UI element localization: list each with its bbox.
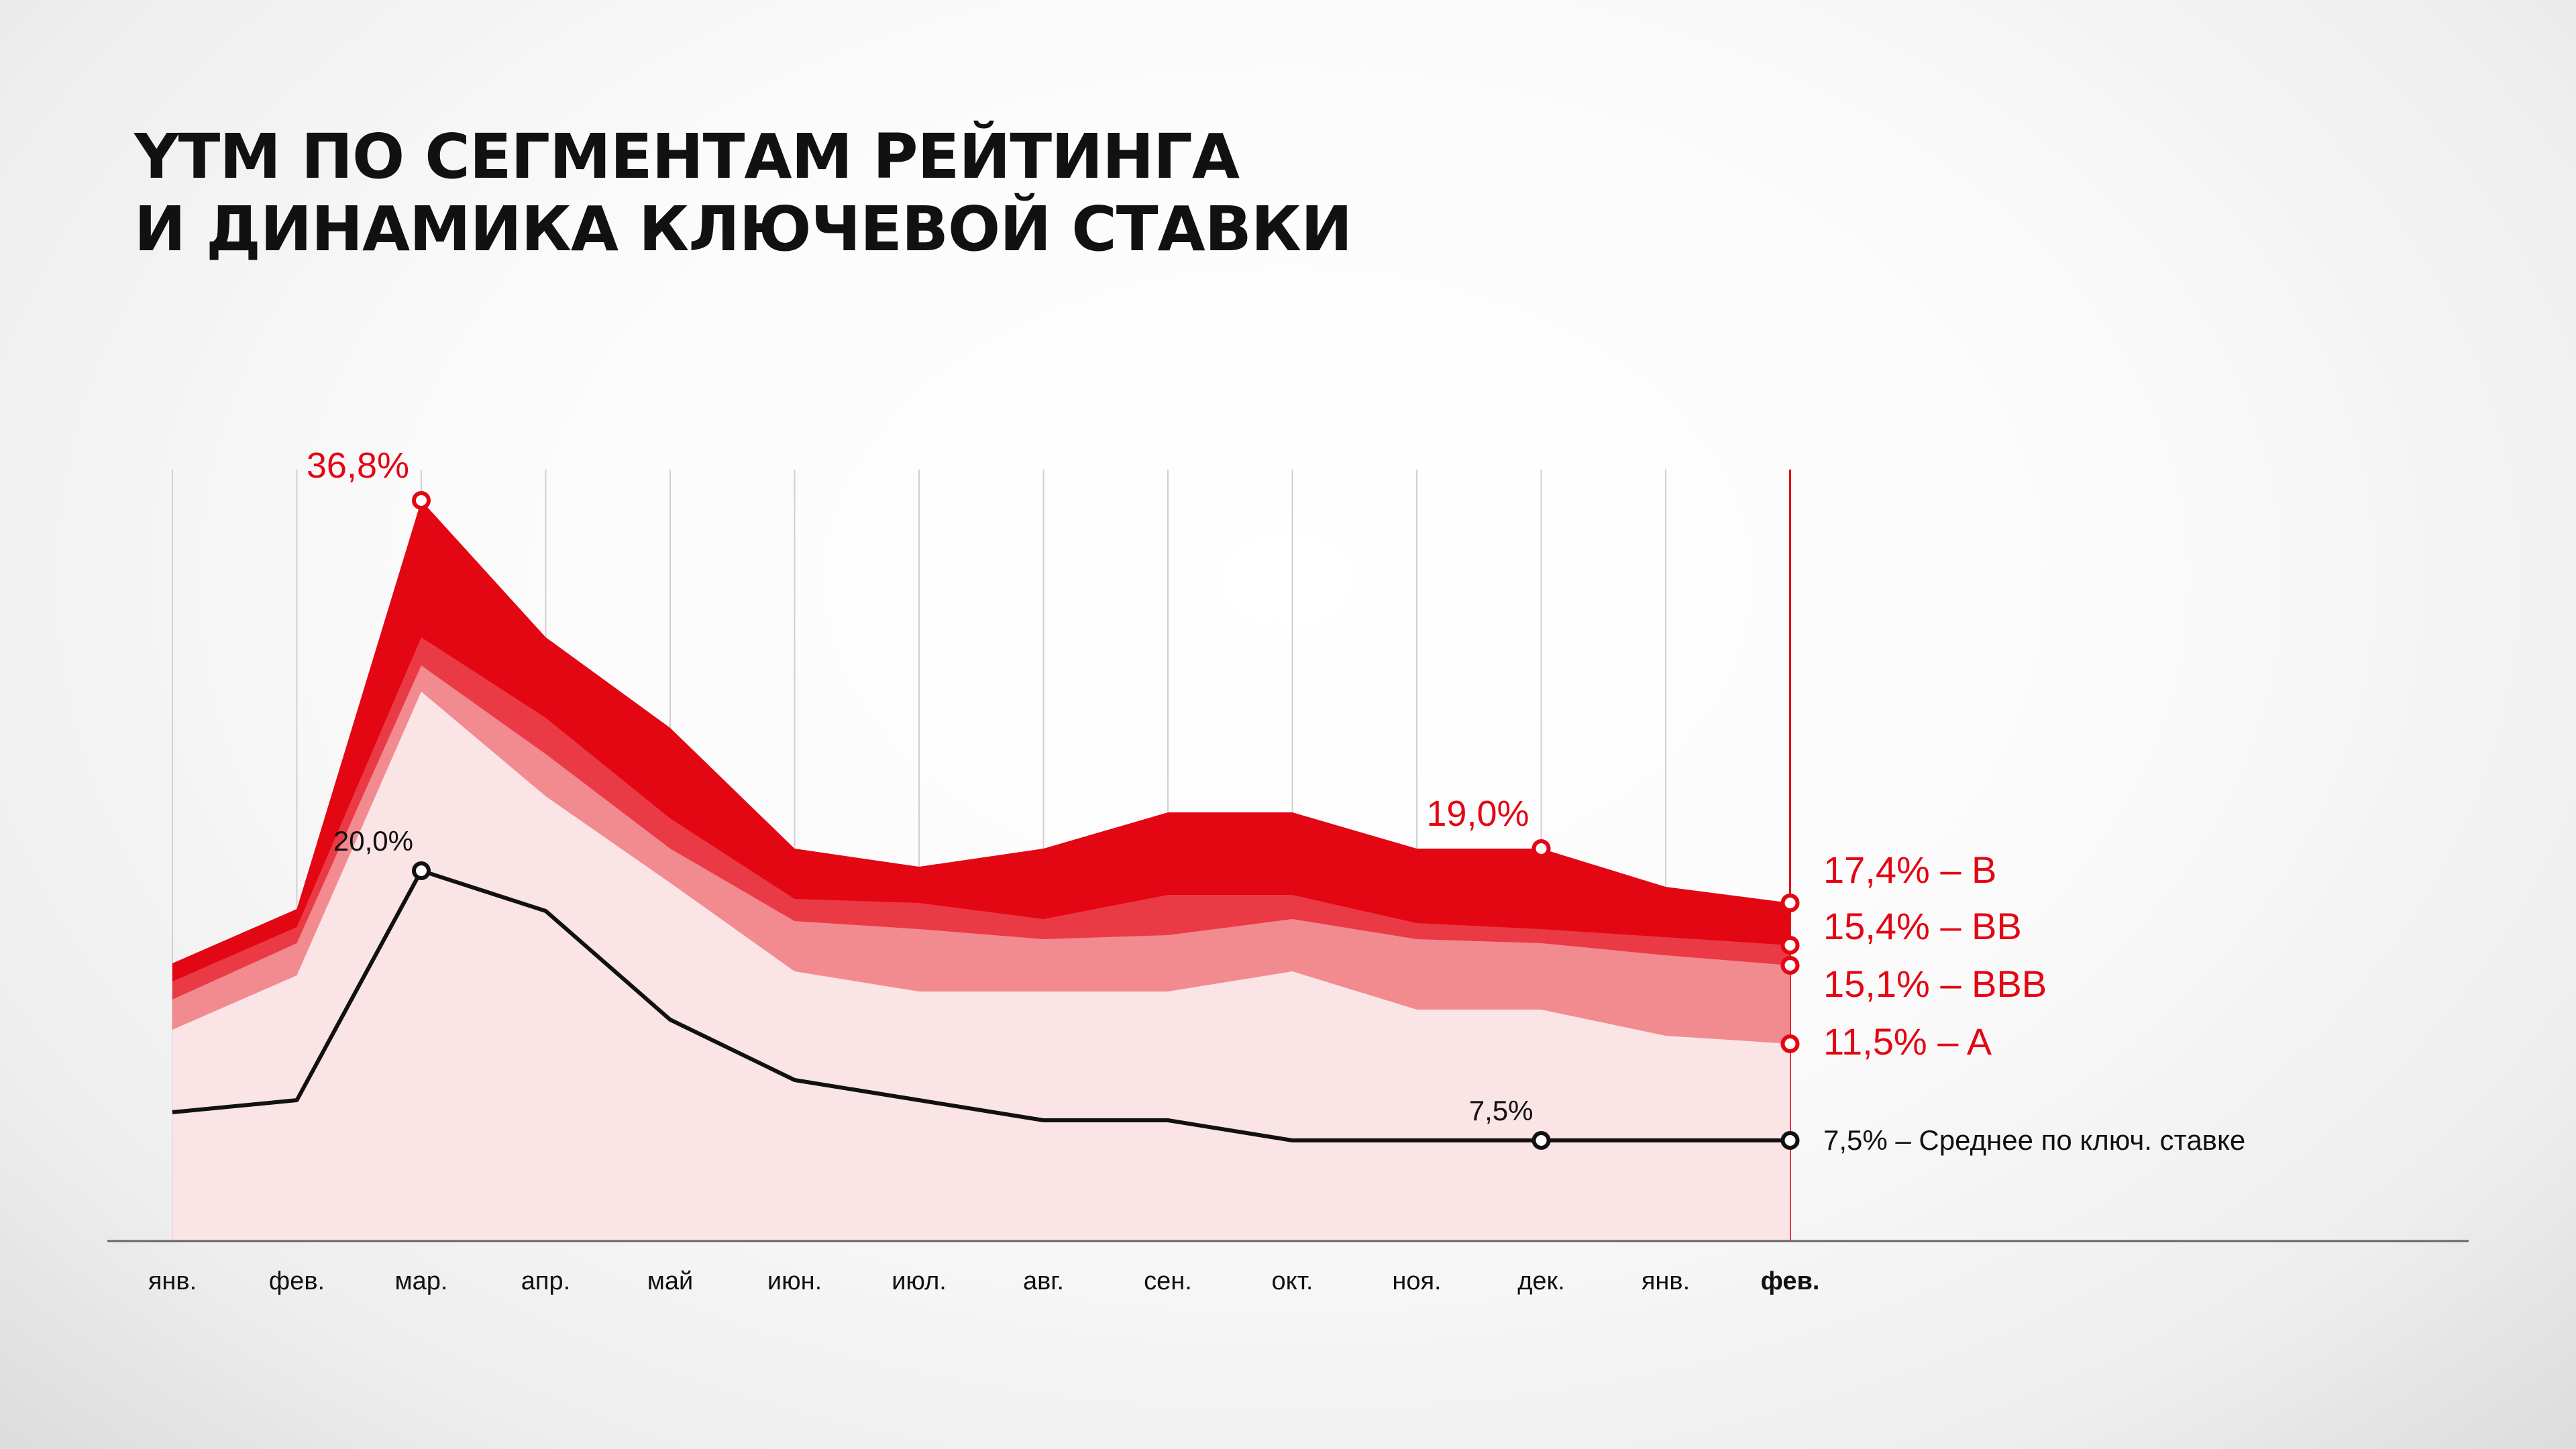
annotation-label: 20,0% [333,825,413,857]
chart-title-line-1: YTM ПО СЕГМЕНТАМ РЕЙТИНГА [134,121,1240,193]
x-tick-label: дек. [1517,1267,1565,1295]
annotation-label: 19,0% [1426,794,1529,834]
annotation-label: 36,8% [307,445,409,486]
chart-title: YTM ПО СЕГМЕНТАМ РЕЙТИНГА И ДИНАМИКА КЛЮ… [134,121,1352,266]
end-marker-b [1780,894,1800,912]
x-tick-label: июн. [767,1267,822,1295]
x-tick-label: янв. [148,1267,197,1295]
rating-areas [172,500,1790,1241]
chart-title-line-2: И ДИНАМИКА КЛЮЧЕВОЙ СТАВКИ [134,193,1352,265]
x-tick-label: фев. [1761,1267,1820,1295]
end-marker-a [1780,1034,1800,1053]
marker-среднее-по-ключ-ставке-11 [1532,1131,1551,1150]
key-rate-line-group [172,869,1790,1142]
x-tick-label: окт. [1272,1267,1313,1295]
x-tick-label: мар. [395,1267,448,1295]
x-tick-label: май [647,1267,694,1295]
x-tick-label: фев. [269,1267,325,1295]
x-axis: янв. фев. мар. апр. май июн. июл. авг. сен. окт. н… [107,1240,2469,1295]
end-marker-bb [1780,936,1800,955]
labels: 36,8% 19,0% 20,0% 7,5% 17,4% – B 15,4% – BB 15… [307,445,2245,1156]
x-tick-label: сен. [1144,1267,1192,1295]
x-tick-label: апр. [521,1267,570,1295]
x-tick-label: авг. [1023,1267,1064,1295]
key-rate-line [172,869,1790,1142]
area-a [172,692,1790,1241]
end-label-a: 11,5% – A [1823,1020,1992,1063]
end-marker-среднее-по-ключ-ставке [1780,1131,1800,1150]
x-tick-label: ноя. [1392,1267,1441,1295]
marker-b-11 [1532,839,1551,858]
marker-b-2 [412,491,431,510]
x-tick-label: янв. [1642,1267,1690,1295]
end-label-b: 17,4% – B [1823,849,1996,891]
x-tick-label: июл. [892,1267,947,1295]
end-label-bbb: 15,1% – BBB [1823,963,2047,1005]
marker-среднее-по-ключ-ставке-2 [412,861,431,880]
end-label-среднее-по-ключ-ставке: 7,5% – Среднее по ключ. ставке [1823,1124,2245,1156]
annotation-label: 7,5% [1469,1095,1534,1126]
end-marker-bbb [1780,956,1800,975]
markers [412,491,1800,1150]
end-label-bb: 15,4% – BB [1823,905,2022,947]
